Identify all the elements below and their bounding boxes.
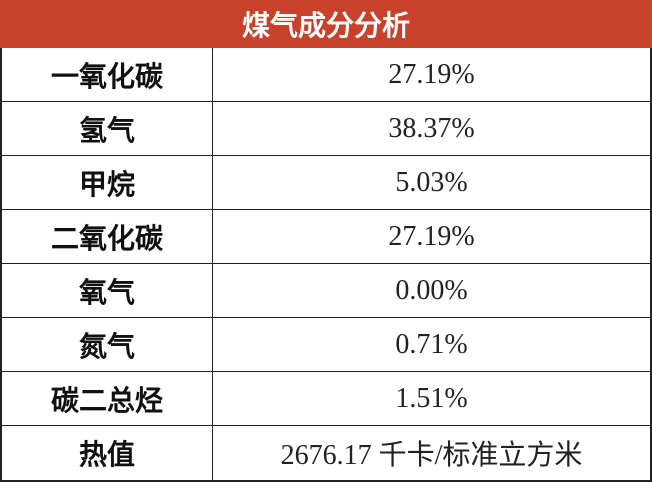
row-label: 氧气 [2,264,213,318]
row-label: 碳二总烃 [2,372,213,426]
row-value: 27.19% [213,210,650,264]
row-value: 0.71% [213,318,650,372]
row-value: 38.37% [213,102,650,156]
row-label: 氢气 [2,102,213,156]
table-title: 煤气成分分析 [0,0,652,48]
row-value: 1.51% [213,372,650,426]
row-value: 0.00% [213,264,650,318]
row-value: 27.19% [213,48,650,102]
row-value: 2676.17 千卡/标准立方米 [280,440,583,471]
table: 一氧化碳 27.19% 氢气 38.37% 甲烷 5.03% 二氧化碳 27.19% 氧气 0.0… [0,48,652,482]
row-label: 一氧化碳 [2,48,213,102]
row-label: 二氧化碳 [2,210,213,264]
row-value: 5.03% [213,156,650,210]
row-label: 热值 [2,426,213,480]
row-label: 氮气 [2,318,213,372]
row-label: 甲烷 [2,156,213,210]
